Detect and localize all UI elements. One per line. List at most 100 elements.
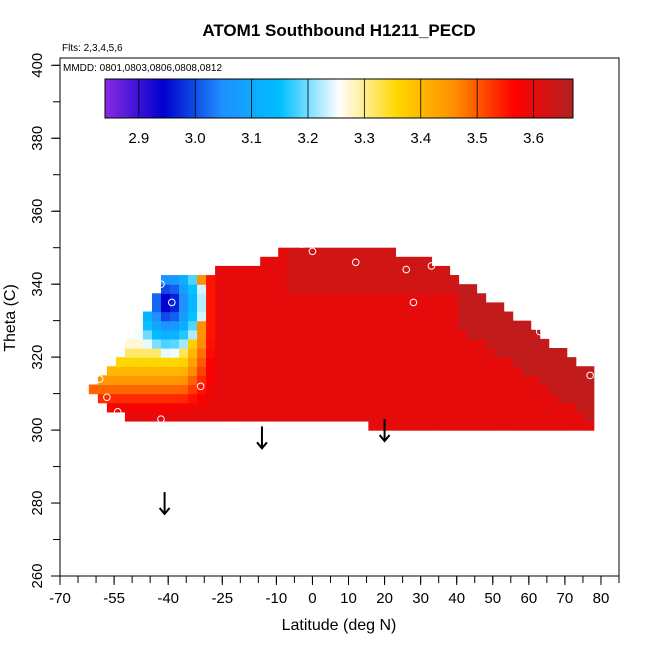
heatmap-cell <box>458 375 469 386</box>
heatmap-cell <box>251 402 261 413</box>
x-tick-label: -25 <box>211 590 233 607</box>
heatmap-cell <box>431 293 442 304</box>
heatmap-cell <box>305 384 315 395</box>
heatmap-cell <box>359 375 369 386</box>
heatmap-cell <box>106 375 117 386</box>
heatmap-cell <box>539 366 550 376</box>
observation-point <box>409 298 418 307</box>
heatmap-cell <box>224 284 234 294</box>
heatmap-cell <box>350 375 360 386</box>
heatmap-cell <box>169 329 180 340</box>
heatmap-cell <box>215 411 225 422</box>
heatmap-cell <box>503 366 514 376</box>
heatmap-cell <box>305 311 315 322</box>
heatmap-cell <box>575 420 586 431</box>
heatmap-cell <box>575 375 586 386</box>
heatmap-cell <box>548 384 559 395</box>
heatmap-cell <box>151 348 162 358</box>
heatmap-cell <box>440 329 451 340</box>
heatmap-cell <box>197 293 207 304</box>
heatmap-cell <box>494 311 505 322</box>
heatmap-cell <box>386 384 396 395</box>
heatmap-cell <box>368 366 378 376</box>
heatmap-cell <box>323 393 333 404</box>
heatmap-cell <box>413 320 424 331</box>
heatmap-cell <box>142 348 153 358</box>
heatmap-cell <box>179 366 189 376</box>
heatmap-cell <box>323 256 333 267</box>
heatmap-cell <box>350 366 360 376</box>
heatmap-cell <box>260 256 270 267</box>
heatmap-cell <box>449 338 460 349</box>
heatmap-cell <box>494 420 505 431</box>
heatmap-cell <box>368 293 378 304</box>
heatmap-cell <box>224 375 234 386</box>
heatmap-cell <box>305 411 315 422</box>
heatmap-cell <box>197 284 207 294</box>
heatmap-cell <box>142 393 153 404</box>
heatmap-cell <box>530 420 541 431</box>
heatmap-cell <box>314 256 324 267</box>
heatmap-cell <box>179 275 189 285</box>
heatmap-cell <box>332 348 342 358</box>
heatmap-cell <box>142 329 153 340</box>
heatmap-cell <box>269 357 279 367</box>
heatmap-cell <box>160 293 171 304</box>
heatmap-cell <box>566 357 577 367</box>
heatmap-cell <box>395 284 406 294</box>
heatmap-cell <box>458 329 469 340</box>
heatmap-cell <box>296 247 306 258</box>
heatmap-cell <box>539 402 550 413</box>
heatmap-cell <box>296 384 306 395</box>
y-tick-label: 400 <box>29 53 46 78</box>
heatmap-cell <box>422 357 433 367</box>
heatmap-cell <box>341 375 351 386</box>
y-axis: 260 280 300 320 340 360 380 400 <box>29 53 60 589</box>
heatmap-cell <box>494 348 505 358</box>
heatmap-cell <box>188 329 198 340</box>
heatmap-cell <box>485 411 496 422</box>
heatmap-cell <box>341 357 351 367</box>
heatmap-cell <box>350 320 360 331</box>
colorbar-tick-label: 3.3 <box>354 130 375 147</box>
heatmap-cell <box>188 384 198 395</box>
heatmap-cell <box>404 402 415 413</box>
heatmap-cell <box>431 302 442 313</box>
heatmap-cell <box>485 366 496 376</box>
heatmap-cell <box>115 384 126 395</box>
arrow-marker <box>256 426 268 450</box>
heatmap-cell <box>160 384 171 395</box>
heatmap-cell <box>449 320 460 331</box>
heatmap-cell <box>115 393 126 404</box>
heatmap-cell <box>305 284 315 294</box>
heatmap-cell <box>323 357 333 367</box>
heatmap-cell <box>350 402 360 413</box>
heatmap-cell <box>449 402 460 413</box>
heatmap-cell <box>449 366 460 376</box>
heatmap-cell <box>350 411 360 422</box>
heatmap-cell <box>395 384 406 395</box>
heatmap-cell <box>368 348 378 358</box>
heatmap-cell <box>440 348 451 358</box>
heatmap-cell <box>124 411 135 422</box>
heatmap-cell <box>169 384 180 395</box>
observation-point <box>113 408 122 416</box>
heatmap-cell <box>566 402 577 413</box>
heatmap-cell <box>539 348 550 358</box>
heatmap-cell <box>350 265 360 276</box>
heatmap-cell <box>206 338 216 349</box>
heatmap-cell <box>169 275 180 285</box>
heatmap-cell <box>296 348 306 358</box>
heatmap-cell <box>224 357 234 367</box>
heatmap-cell <box>512 402 523 413</box>
heatmap-cell <box>566 375 577 386</box>
heatmap-cell <box>503 320 514 331</box>
heatmap-cell <box>377 275 387 285</box>
heatmap-cell <box>341 247 351 258</box>
heatmap-cell <box>521 411 532 422</box>
heatmap-cell <box>242 384 252 395</box>
heatmap-cell <box>422 393 433 404</box>
heatmap-cell <box>467 329 478 340</box>
heatmap-cell <box>377 302 387 313</box>
heatmap-cell <box>359 284 369 294</box>
